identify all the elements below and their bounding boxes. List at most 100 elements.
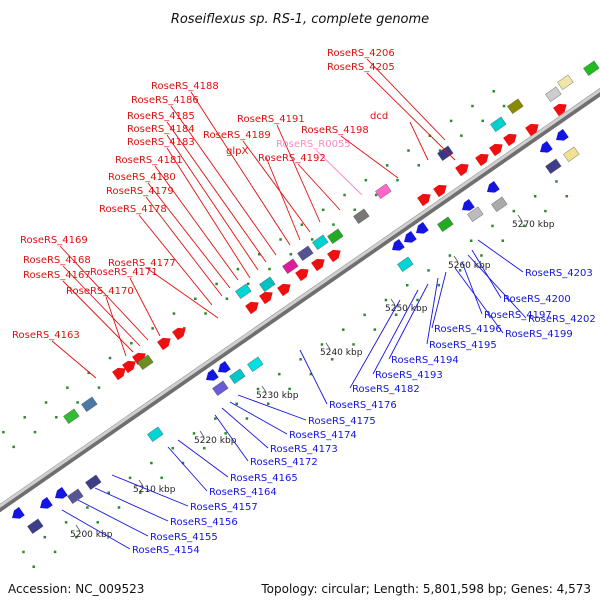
gene-label-rosers_4194: RoseRS_4194	[391, 355, 459, 366]
tick-mark	[460, 134, 463, 137]
gene-box	[229, 368, 246, 384]
scale-label: 5200 kbp	[70, 530, 113, 540]
callout-line	[105, 296, 127, 357]
tick-mark	[288, 387, 291, 391]
gene-arrow	[206, 369, 219, 381]
gene-callouts: RoseRS_4206 RoseRS_4205 RoseRS_4188 RoseRS_…	[12, 48, 596, 556]
tick-mark	[469, 239, 473, 242]
tick-mark	[544, 209, 547, 213]
gene-arrow	[525, 123, 539, 137]
gene-label-rosers_4176: RoseRS_4176	[329, 400, 397, 411]
gene-shape	[392, 239, 405, 251]
gene-shape	[295, 268, 309, 282]
gene-label-rosers_4169: RoseRS_4169	[20, 235, 88, 246]
tick-mark	[130, 341, 133, 345]
callout-line	[431, 271, 447, 329]
callout-line	[154, 165, 239, 281]
tick-mark	[471, 104, 474, 108]
gene-label-rosers_4181: RoseRS_4181	[115, 155, 183, 166]
tick-mark	[374, 193, 378, 197]
gene-label-rosers_4163: RoseRS_4163	[12, 330, 80, 341]
gene-box	[212, 380, 229, 396]
scale-tick	[261, 385, 267, 393]
tick-mark	[128, 476, 132, 480]
tick-mark	[86, 506, 89, 509]
callout-line	[461, 261, 483, 315]
gene-label-rosers_4167: RoseRS_4167	[23, 270, 91, 281]
tick-mark	[309, 372, 313, 376]
tick-mark	[533, 195, 537, 198]
gene-label-rosers_4170: RoseRS_4170	[66, 286, 134, 297]
tick-mark	[108, 356, 112, 360]
callout-line	[111, 474, 189, 507]
gene-label-rosers_r0055: RoseRS_R0055	[276, 139, 351, 150]
tick-mark	[448, 254, 452, 257]
gene-label-rosers_4172: RoseRS_4172	[250, 457, 318, 468]
gene-label-rosers_4182: RoseRS_4182	[352, 384, 420, 395]
gene-box	[85, 474, 102, 490]
gene-shape	[417, 193, 431, 207]
tick-mark	[87, 371, 90, 375]
tick-mark	[407, 149, 410, 152]
gene-arrow	[132, 352, 146, 366]
tick-mark	[278, 372, 281, 376]
tick-mark	[44, 401, 48, 404]
tick-mark	[438, 149, 442, 152]
tick-mark	[66, 386, 69, 389]
gene-shape	[172, 327, 186, 341]
tick-mark	[76, 401, 79, 404]
callout-line	[94, 487, 169, 522]
gene-label-rosers_4185: RoseRS_4185	[127, 111, 195, 122]
gene-box	[490, 116, 507, 132]
callout-line	[426, 277, 439, 345]
tick-mark	[96, 521, 99, 524]
scale-tick	[199, 430, 205, 438]
callout-line	[166, 147, 251, 279]
gene-arrow	[122, 360, 136, 374]
gene-label-rosers_4188: RoseRS_4188	[151, 81, 219, 92]
tick-mark	[268, 267, 271, 271]
backbone-shadow	[0, 88, 600, 513]
tick-mark	[150, 461, 153, 465]
gene-label-dcd: dcd	[370, 111, 388, 122]
tick-mark	[565, 194, 568, 198]
gene-label-rosers_4189: RoseRS_4189	[203, 130, 271, 141]
scale-label: 5230 kbp	[256, 391, 299, 401]
tick-mark	[203, 446, 206, 450]
callout-line	[147, 268, 219, 319]
callout-line	[62, 265, 141, 347]
callout-line	[177, 439, 229, 478]
callout-line	[145, 196, 223, 297]
tick-mark	[64, 521, 68, 524]
callout-line	[237, 394, 307, 421]
gene-label-rosers_4156: RoseRS_4156	[170, 517, 238, 528]
gene-arrow	[218, 361, 231, 373]
gene-arrow	[540, 141, 553, 153]
gene-shape	[455, 163, 469, 177]
gene-arrow	[12, 507, 25, 519]
gene-shape	[63, 408, 80, 424]
scale-label: 5220 kbp	[194, 436, 237, 446]
gene-box	[375, 183, 392, 199]
tick-mark	[385, 164, 389, 167]
tick-mark	[107, 491, 110, 494]
scale-tick	[453, 255, 459, 263]
tick-mark	[394, 313, 398, 317]
gene-shape	[81, 396, 98, 412]
gene-shape	[433, 184, 447, 198]
gene-box	[507, 98, 524, 114]
tick-mark	[33, 430, 37, 434]
gene-shape	[556, 129, 569, 141]
gene-box	[137, 354, 154, 370]
gene-shape	[85, 474, 102, 490]
tick-mark	[512, 209, 516, 213]
callout-line	[170, 105, 277, 256]
callout-line	[265, 156, 301, 241]
tick-mark	[321, 208, 325, 212]
gene-shape	[462, 199, 475, 211]
gene-arrow	[455, 163, 469, 177]
gene-box	[297, 245, 314, 261]
tick-mark	[192, 432, 196, 435]
gene-box	[545, 158, 562, 174]
